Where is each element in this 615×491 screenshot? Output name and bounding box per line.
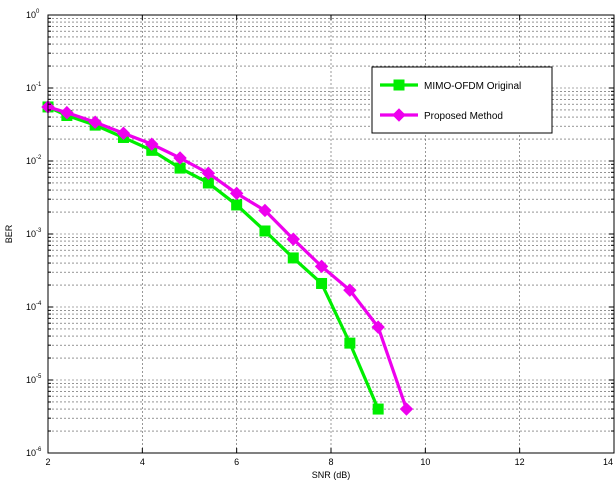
- data-point: [145, 137, 159, 151]
- legend-item-2: Proposed Method: [380, 108, 503, 122]
- data-point: [60, 105, 74, 120]
- y-tick-label-exponent: -4: [36, 301, 42, 307]
- data-point: [286, 232, 300, 246]
- data-point: [316, 277, 328, 289]
- x-tick-label: 14: [603, 457, 613, 467]
- y-tick-label-exponent: 0: [36, 9, 40, 15]
- x-tick-label: 4: [140, 457, 145, 467]
- legend-label: MIMO-OFDM Original: [424, 81, 521, 92]
- series-line: [47, 105, 380, 410]
- x-tick-label: 6: [234, 457, 239, 467]
- x-tick-label: 2: [45, 457, 50, 467]
- data-point: [88, 115, 102, 129]
- y-tick-label-exponent: -2: [36, 155, 42, 161]
- data-point: [201, 166, 216, 180]
- x-tick-label: 8: [328, 457, 333, 467]
- data-point: [287, 252, 299, 264]
- y-tick-label-base: 10: [26, 83, 36, 93]
- y-tick-label-exponent: -1: [36, 82, 42, 88]
- data-point: [344, 337, 356, 349]
- x-tick-label: 10: [420, 457, 430, 467]
- y-tick-label-base: 10: [26, 302, 36, 312]
- data-point: [371, 320, 385, 334]
- data-point: [372, 403, 384, 415]
- series-2: [41, 100, 414, 416]
- y-axis-label: BER: [4, 224, 14, 243]
- data-point: [314, 259, 329, 274]
- y-tick-label-base: 10: [26, 10, 36, 20]
- data-point: [343, 283, 357, 297]
- data-point: [173, 151, 187, 165]
- data-point: [258, 203, 272, 218]
- legend: MIMO-OFDM Original Proposed Method: [371, 66, 553, 134]
- y-tick-label-base: 10: [26, 448, 36, 458]
- legend-marker: [392, 108, 406, 122]
- y-tick-label-exponent: -3: [36, 228, 42, 234]
- legend-items: MIMO-OFDM Original Proposed Method: [380, 79, 521, 122]
- data-point: [229, 186, 244, 201]
- x-tick-labels: 2 4 6 8 10 12 14: [45, 457, 613, 467]
- legend-item-1: MIMO-OFDM Original: [380, 79, 521, 92]
- series-1: [42, 101, 384, 415]
- data-point: [259, 225, 271, 237]
- x-axis-label: SNR (dB): [312, 470, 351, 480]
- y-tick-label-exponent: -5: [36, 374, 42, 380]
- legend-box: [371, 66, 553, 134]
- legend-label: Proposed Method: [424, 111, 503, 122]
- x-tick-label: 12: [515, 457, 525, 467]
- data-point: [116, 126, 131, 140]
- y-tick-label-base: 10: [26, 229, 36, 239]
- data-point: [399, 402, 414, 416]
- y-tick-label-base: 10: [26, 156, 36, 166]
- tick-marks: [47, 15, 615, 453]
- series-layer: [41, 100, 414, 416]
- series-line: [47, 105, 408, 410]
- data-point: [231, 199, 243, 211]
- legend-marker: [393, 79, 405, 91]
- y-tick-label-base: 10: [26, 375, 36, 385]
- y-tick-label-exponent: -6: [36, 447, 42, 453]
